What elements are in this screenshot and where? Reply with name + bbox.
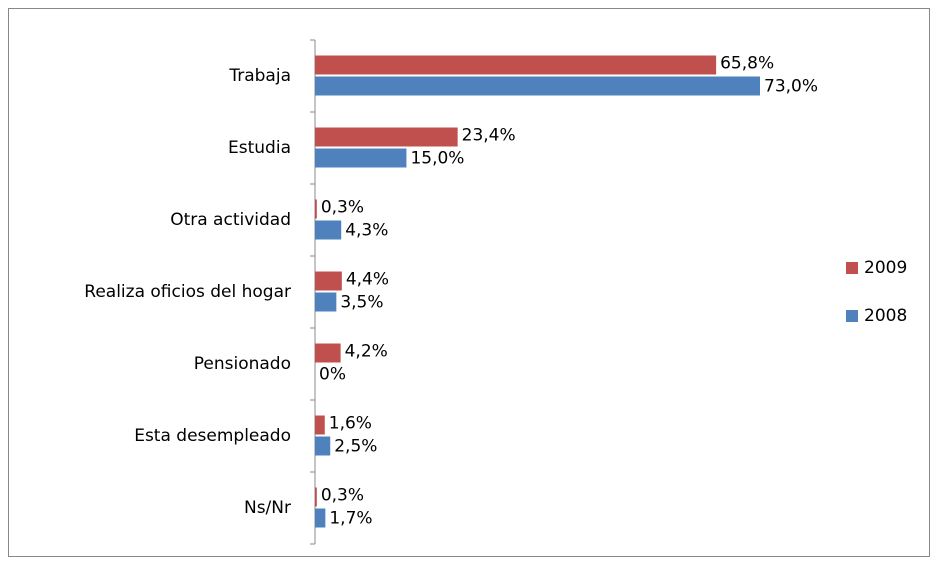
bar — [315, 343, 341, 363]
legend-swatch — [846, 262, 858, 274]
data-label: 4,2% — [345, 342, 388, 362]
bar — [315, 55, 717, 75]
bar — [315, 127, 458, 147]
data-label: 4,4% — [346, 270, 389, 290]
bar — [315, 415, 325, 435]
data-label: 0% — [319, 365, 346, 385]
y-tick-label: Esta desempleado — [134, 426, 291, 446]
data-label: 65,8% — [720, 54, 774, 74]
data-label: 4,3% — [345, 221, 388, 241]
data-label: 23,4% — [462, 126, 516, 146]
data-label: 1,7% — [329, 509, 372, 529]
data-label: 3,5% — [340, 293, 383, 313]
bar — [315, 76, 760, 96]
y-tick-label: Ns/Nr — [244, 498, 291, 518]
bar — [315, 148, 407, 168]
legend-swatch — [846, 310, 858, 322]
data-label: 1,6% — [329, 414, 372, 434]
data-label: 73,0% — [764, 77, 818, 97]
bar — [315, 199, 317, 219]
legend-label: 2009 — [864, 258, 907, 278]
legend-label: 2008 — [864, 306, 907, 326]
bar — [315, 508, 326, 528]
bar — [315, 487, 317, 507]
y-tick-label: Estudia — [228, 138, 291, 158]
y-tick-label: Otra actividad — [170, 210, 291, 230]
data-label: 15,0% — [410, 149, 464, 169]
bar — [315, 292, 337, 312]
bar — [315, 436, 331, 456]
data-label: 0,3% — [321, 198, 364, 218]
y-tick-label: Trabaja — [228, 66, 291, 86]
y-tick-label: Pensionado — [194, 354, 291, 374]
data-label: 0,3% — [321, 486, 364, 506]
data-label: 2,5% — [334, 437, 377, 457]
y-tick-label: Realiza oficios del hogar — [84, 282, 291, 302]
bar — [315, 271, 342, 291]
chart-frame — [8, 8, 930, 557]
bar — [315, 220, 342, 240]
